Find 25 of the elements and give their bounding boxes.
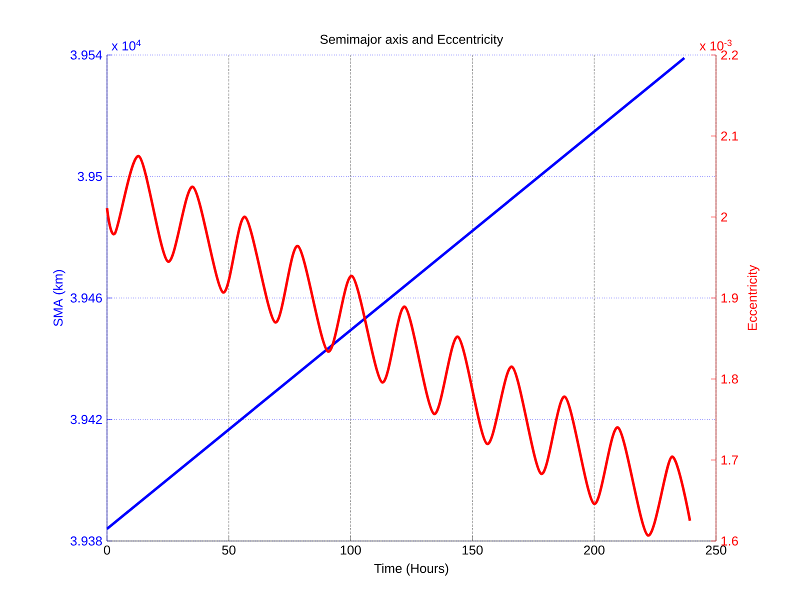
y-tick-label: 3.942	[70, 414, 102, 424]
y-axis-title: SMA (km)	[53, 270, 66, 326]
y2-tick-label: 2.2	[721, 50, 738, 60]
y2-tick-label: 1.9	[722, 293, 738, 303]
y-tick-label: 3.954	[70, 50, 102, 60]
y-tick-label: 3.938	[70, 536, 102, 546]
chart-title: Semimajor axis and Eccentricity	[320, 34, 504, 46]
text: x 10$^{-3}$	[700, 40, 732, 50]
line-series	[106, 154, 692, 537]
x-tick-label: 200	[584, 546, 605, 555]
y2-tick-label: 1.8	[722, 374, 738, 384]
x-axis-title: Time (Hours)	[374, 564, 448, 576]
x-tick-label: 250	[706, 546, 726, 555]
y2-tick-label: 1.7	[722, 456, 738, 464]
x-tick-label: 0	[104, 546, 110, 555]
y-tick-label: 3.946	[70, 293, 102, 303]
x-tick-label: 50	[222, 546, 236, 555]
y2-tick-label: 1.6	[722, 536, 738, 546]
x-tick-label: 150	[462, 546, 483, 555]
y2-tick-label: 2	[721, 212, 728, 222]
text: x 10$^{4}$	[112, 40, 141, 50]
y2-tick-label: 2.1	[721, 131, 738, 141]
y-tick-label: 3.95	[78, 172, 102, 182]
x-tick-label: 100	[340, 546, 361, 555]
y2-axis-title: Eccentricity	[747, 264, 760, 330]
